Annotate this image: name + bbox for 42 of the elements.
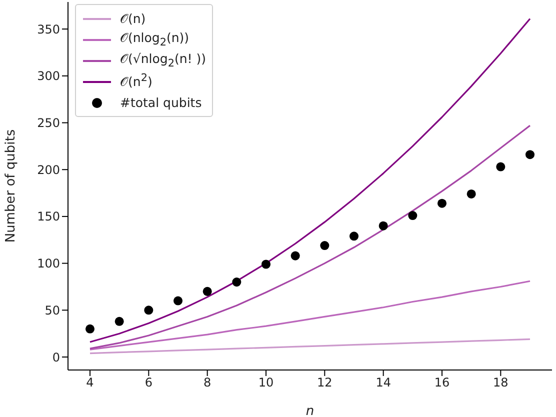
- point: [437, 198, 447, 208]
- point: [85, 324, 95, 334]
- y-tick-label: 100: [37, 256, 60, 271]
- point: [466, 189, 476, 198]
- x-tick-label: 8: [204, 376, 212, 390]
- point: [290, 251, 300, 260]
- point: [496, 162, 506, 172]
- line-series: [89, 338, 531, 354]
- x-tick-label: 12: [317, 376, 332, 390]
- x-tick-label: 14: [376, 376, 391, 390]
- x-tick-label: 10: [258, 376, 274, 390]
- line-series: [89, 280, 531, 350]
- point: [202, 286, 212, 296]
- legend-label: 𝒪(n): [120, 10, 146, 26]
- legend-label: #total qubits: [120, 95, 202, 110]
- y-tick-label: 200: [37, 162, 60, 177]
- y-axis-title: Number of qubits: [4, 129, 19, 243]
- x-tick-label: 18: [493, 376, 508, 390]
- y-tick-label: 250: [37, 116, 60, 130]
- x-axis-title: n: [306, 404, 314, 417]
- y-tick-label: 0: [52, 350, 60, 364]
- point: [320, 241, 330, 250]
- line-series: [89, 124, 531, 350]
- point: [408, 211, 418, 220]
- point: [173, 296, 183, 306]
- legend-label: 𝒪(n$^{2}$): [120, 72, 152, 91]
- legend-label: 𝒪(√nlog$_{2}$(n! )): [120, 51, 206, 70]
- legend-label: 𝒪(nlog$_{2}$(n)): [120, 30, 190, 49]
- point: [144, 306, 154, 315]
- y-tick-label: 350: [37, 22, 60, 36]
- point: [114, 316, 124, 326]
- x-tick-label: 16: [434, 376, 450, 390]
- point: [232, 278, 242, 287]
- y-tick-label: 50: [44, 303, 60, 318]
- point: [261, 260, 271, 269]
- x-tick-label: 6: [144, 376, 152, 390]
- point: [349, 232, 359, 241]
- point: [378, 221, 388, 230]
- point: [525, 150, 535, 160]
- x-tick-label: 4: [86, 376, 94, 390]
- y-tick-label: 300: [37, 69, 60, 84]
- y-tick-label: 150: [37, 210, 60, 224]
